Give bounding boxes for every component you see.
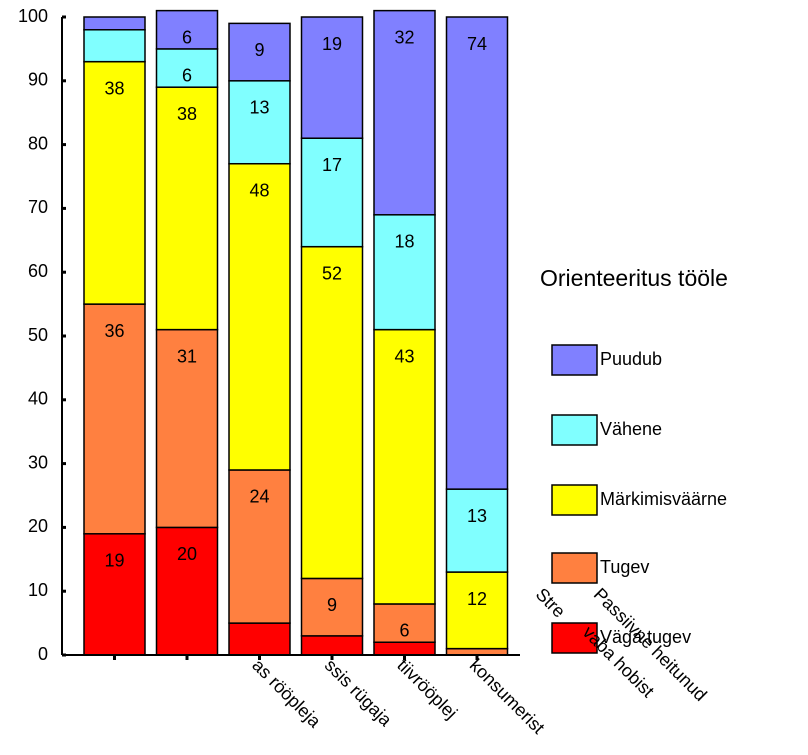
legend-label: Märkimisväärne <box>600 489 727 509</box>
bar-segment <box>373 641 436 656</box>
annotation: Stre <box>532 584 569 621</box>
bar-segment <box>83 16 146 31</box>
value-label: 31 <box>177 346 197 366</box>
bar-segment <box>83 60 146 305</box>
value-label: 32 <box>394 27 414 47</box>
bar-segment <box>445 571 509 650</box>
y-tick-label: 70 <box>28 197 48 217</box>
value-label: 48 <box>249 180 269 200</box>
x-tick-label: konsumerist <box>466 655 549 738</box>
bar-segment <box>83 303 146 535</box>
value-label: 13 <box>249 98 269 118</box>
bar-segment <box>300 16 364 139</box>
value-label: 19 <box>104 551 124 571</box>
y-tick-label: 90 <box>28 70 48 90</box>
value-label: 19 <box>322 34 342 54</box>
bar-segment <box>228 22 291 82</box>
y-tick-label: 50 <box>28 325 48 345</box>
legend-title: Orienteeritus tööle <box>540 265 728 291</box>
value-label: 38 <box>177 104 197 124</box>
bar-segment <box>300 245 364 580</box>
value-label: 6 <box>399 621 409 641</box>
bar-segment <box>155 526 219 656</box>
value-label: 36 <box>104 321 124 341</box>
bar-segment <box>300 635 364 656</box>
y-tick-label: 10 <box>28 580 48 600</box>
value-label: 9 <box>254 40 264 60</box>
value-label: 13 <box>467 506 487 526</box>
bar-segment <box>445 16 509 490</box>
legend-swatch <box>551 484 598 516</box>
legend-label: Vähene <box>600 419 662 439</box>
y-tick-label: 100 <box>18 6 48 26</box>
bar-segment <box>228 80 291 165</box>
bar-segment <box>83 533 146 656</box>
bar-segment <box>373 9 436 216</box>
bar-segment <box>155 9 219 50</box>
bar-segment <box>228 469 291 624</box>
bar-segment <box>300 137 364 248</box>
legend-swatch <box>551 622 598 654</box>
value-label: 17 <box>322 155 342 175</box>
value-label: 6 <box>182 27 192 47</box>
bar-segment <box>228 162 291 471</box>
value-label: 24 <box>249 487 269 507</box>
value-label: 12 <box>467 589 487 609</box>
y-tick-label: 0 <box>38 644 48 664</box>
y-tick-label: 60 <box>28 261 48 281</box>
y-tick-label: 30 <box>28 452 48 472</box>
y-tick-label: 20 <box>28 516 48 536</box>
value-label: 52 <box>322 263 342 283</box>
legend-label: Väga tugev <box>600 627 691 647</box>
bar-segment <box>155 328 219 529</box>
value-label: 6 <box>182 66 192 86</box>
legend-swatch <box>551 552 598 584</box>
value-label: 38 <box>104 78 124 98</box>
value-label: 74 <box>467 34 487 54</box>
legend-label: Tugev <box>600 557 649 577</box>
x-tick-label: as rööpleja <box>248 655 325 732</box>
legend-label: Puudub <box>600 349 662 369</box>
bar-segment <box>373 328 436 605</box>
value-label: 43 <box>394 346 414 366</box>
x-tick-label: ssis rügaja <box>321 655 397 731</box>
bar-segment <box>300 577 364 637</box>
legend-swatch <box>551 344 598 376</box>
legend-swatch <box>551 414 598 446</box>
y-tick-label: 80 <box>28 133 48 153</box>
y-tick-label: 40 <box>28 389 48 409</box>
bar-segment <box>373 214 436 331</box>
x-tick-label: tiivrööplej <box>393 655 461 723</box>
value-label: 9 <box>327 595 337 615</box>
value-label: 20 <box>177 544 197 564</box>
value-label: 18 <box>394 232 414 252</box>
bar-segment <box>83 29 146 63</box>
bar-segment <box>445 488 509 573</box>
bar-segment <box>228 622 291 656</box>
